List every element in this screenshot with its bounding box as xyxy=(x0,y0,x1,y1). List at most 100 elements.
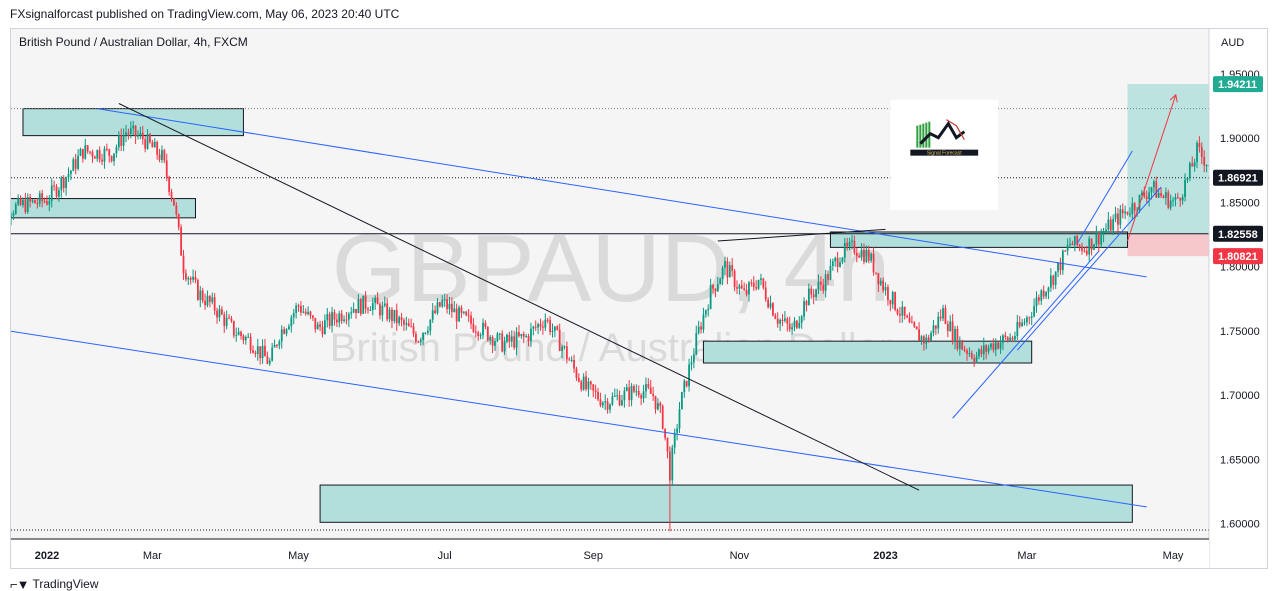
candle-body xyxy=(994,342,997,350)
candle-body xyxy=(22,200,24,205)
candle-body xyxy=(731,265,734,271)
candle-body xyxy=(1023,322,1026,324)
candle-body xyxy=(657,403,659,410)
candle-body xyxy=(419,339,422,342)
candle-body xyxy=(450,303,453,313)
candle-body xyxy=(810,288,813,295)
candle-body xyxy=(127,132,130,135)
candle-body xyxy=(1018,322,1021,327)
candle-body xyxy=(968,352,971,354)
candle-body xyxy=(328,314,331,326)
candle-body xyxy=(259,346,262,359)
candle-body xyxy=(958,340,961,349)
candle-body xyxy=(1200,146,1203,157)
candle-body xyxy=(232,321,235,336)
candle-body xyxy=(927,337,930,341)
candle-body xyxy=(508,334,511,342)
y-tick-label: 1.80000 xyxy=(1220,262,1260,274)
candle-body xyxy=(692,354,695,363)
candle-body xyxy=(956,328,959,349)
candle-body xyxy=(1196,143,1198,163)
candle-body xyxy=(841,257,844,263)
candle-body xyxy=(1035,297,1038,307)
candle-body xyxy=(860,249,863,258)
candle-body xyxy=(201,290,204,301)
time-axis xyxy=(11,539,1209,568)
candle-body xyxy=(903,306,906,316)
candle-body xyxy=(1138,194,1141,211)
tradingview-logo-icon: ⌐▼ xyxy=(10,577,29,591)
candle-body xyxy=(177,214,180,228)
candle-body xyxy=(932,325,935,333)
logo-banner xyxy=(910,149,979,156)
candle-body xyxy=(997,342,1000,349)
candle-body xyxy=(173,197,175,206)
y-tick-label: 1.70000 xyxy=(1220,390,1260,402)
candle-body xyxy=(978,349,980,357)
candle-body xyxy=(1090,238,1093,250)
price-label: 1.94211 xyxy=(1218,79,1257,91)
candle-body xyxy=(314,317,317,330)
chart-frame[interactable]: GBPAUD, 4h British Pound / Australian Dol… xyxy=(10,28,1268,569)
candle-body xyxy=(89,151,91,153)
candle-body xyxy=(1133,203,1136,211)
candle-body xyxy=(513,336,516,348)
candle-body xyxy=(930,332,932,341)
candle-body xyxy=(946,324,949,331)
candle-body xyxy=(1152,181,1155,188)
candle-body xyxy=(1033,306,1035,317)
candle-body xyxy=(522,334,525,337)
candle-body xyxy=(599,399,602,406)
logo-bull-bear xyxy=(919,120,966,145)
candle-body xyxy=(736,287,738,289)
candle-body xyxy=(908,317,911,323)
candle-body xyxy=(1011,337,1014,340)
candle-body xyxy=(225,317,228,326)
candle-body xyxy=(800,316,803,323)
candle-body xyxy=(822,284,825,291)
x-tick-label: 2023 xyxy=(873,550,897,562)
candle-body xyxy=(621,400,623,406)
candle-body xyxy=(899,314,901,316)
candle-body xyxy=(980,349,983,355)
price-chart[interactable]: GBPAUD, 4h British Pound / Australian Dol… xyxy=(11,29,1267,568)
candle-body xyxy=(506,334,508,342)
candle-body xyxy=(185,273,187,280)
candle-body xyxy=(300,305,302,313)
price-axis xyxy=(1209,29,1267,568)
candle-body xyxy=(1069,243,1071,246)
candle-body xyxy=(712,285,714,289)
candle-body xyxy=(503,341,506,352)
candle-body xyxy=(637,391,640,396)
candle-body xyxy=(896,309,899,315)
candle-body xyxy=(340,313,343,321)
candle-body xyxy=(1028,317,1031,319)
candle-body xyxy=(1117,213,1119,225)
candle-body xyxy=(120,135,123,146)
candle-body xyxy=(858,255,861,258)
candle-body xyxy=(577,378,580,382)
candle-body xyxy=(573,360,575,369)
candle-body xyxy=(496,333,499,342)
candle-body xyxy=(103,148,106,162)
candle-body xyxy=(17,197,20,205)
candle-body xyxy=(786,318,789,324)
candle-body xyxy=(189,278,192,280)
candle-body xyxy=(244,336,247,341)
candle-body xyxy=(448,303,451,310)
footer: ⌐▼ TradingView xyxy=(10,577,99,591)
candle-body xyxy=(1131,203,1134,215)
candle-body xyxy=(894,292,897,310)
candle-body xyxy=(1045,292,1047,297)
candle-body xyxy=(1150,187,1153,193)
candle-body xyxy=(764,287,767,300)
candle-body xyxy=(944,308,947,325)
candle-body xyxy=(338,313,341,323)
candle-body xyxy=(779,319,782,324)
candle-body xyxy=(139,132,142,136)
candle-body xyxy=(961,340,964,350)
candle-body xyxy=(38,193,41,204)
candle-body xyxy=(362,295,365,314)
candle-body xyxy=(1066,245,1069,251)
